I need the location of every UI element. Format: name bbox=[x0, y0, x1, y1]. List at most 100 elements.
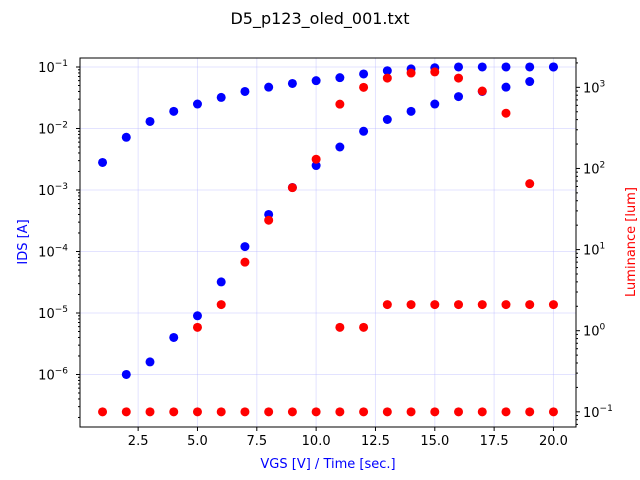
ids-point bbox=[311, 161, 321, 171]
luminance-point bbox=[240, 407, 250, 417]
ids-point bbox=[501, 82, 511, 92]
right-y-tick-label: 101 bbox=[583, 242, 605, 259]
luminance-point bbox=[335, 99, 345, 109]
luminance-point bbox=[311, 407, 321, 417]
left-y-tick-label: 10−6 bbox=[38, 366, 68, 383]
luminance-point bbox=[192, 322, 202, 332]
ids-point bbox=[169, 332, 179, 342]
x-tick-label: 5.0 bbox=[187, 434, 208, 449]
luminance-point bbox=[406, 68, 416, 78]
left-y-tick-label: 10−2 bbox=[38, 120, 68, 137]
luminance-point bbox=[525, 300, 535, 310]
right-y-tick-label: 100 bbox=[583, 323, 606, 340]
ids-point bbox=[216, 277, 226, 287]
luminance-point bbox=[477, 300, 487, 310]
luminance-point bbox=[406, 407, 416, 417]
luminance-point bbox=[454, 407, 464, 417]
luminance-point bbox=[501, 407, 511, 417]
luminance-point bbox=[548, 300, 558, 310]
luminance-point bbox=[240, 257, 250, 267]
luminance-point bbox=[359, 82, 369, 92]
ids-point bbox=[121, 132, 131, 142]
luminance-point bbox=[264, 407, 274, 417]
ids-point bbox=[525, 77, 535, 87]
ids-point bbox=[311, 76, 321, 86]
luminance-point bbox=[454, 73, 464, 83]
left-y-tick-label: 10−5 bbox=[38, 305, 68, 322]
ids-point bbox=[192, 99, 202, 109]
ids-point bbox=[335, 73, 345, 83]
ids-point bbox=[145, 357, 155, 367]
ids-point bbox=[192, 311, 202, 321]
luminance-point bbox=[287, 407, 297, 417]
luminance-point bbox=[454, 300, 464, 310]
x-tick-label: 10.0 bbox=[302, 434, 331, 449]
right-y-tick-label: 102 bbox=[583, 160, 605, 177]
luminance-point bbox=[287, 183, 297, 193]
luminance-point bbox=[335, 322, 345, 332]
luminance-point bbox=[192, 407, 202, 417]
x-tick-label: 7.5 bbox=[246, 434, 267, 449]
luminance-point bbox=[264, 215, 274, 225]
ids-point bbox=[382, 115, 392, 124]
luminance-point bbox=[525, 407, 535, 417]
luminance-point bbox=[430, 300, 440, 310]
ids-point bbox=[454, 92, 464, 102]
x-tick-label: 17.5 bbox=[480, 434, 509, 449]
luminance-point bbox=[335, 407, 345, 417]
left-y-axis-ticks: 10−6 10−5 10−4 10−3 10−2 10−1 bbox=[38, 59, 80, 418]
ids-point bbox=[121, 369, 131, 379]
luminance-point bbox=[430, 407, 440, 417]
left-y-tick-label: 10−3 bbox=[38, 182, 68, 199]
luminance-point bbox=[382, 300, 392, 310]
ids-point bbox=[240, 242, 250, 252]
ids-point bbox=[525, 62, 535, 72]
ids-point bbox=[335, 142, 345, 152]
left-y-tick-label: 10−1 bbox=[38, 59, 68, 76]
ids-point bbox=[240, 86, 250, 96]
ids-point bbox=[98, 157, 108, 167]
right-y-tick-label: 10−1 bbox=[583, 404, 613, 421]
data-points bbox=[98, 62, 558, 417]
luminance-point bbox=[98, 407, 108, 417]
ids-point bbox=[287, 78, 297, 88]
ids-point bbox=[454, 62, 464, 72]
ids-point bbox=[477, 62, 487, 72]
x-tick-label: 15.0 bbox=[420, 434, 449, 449]
x-tick-label: 20.0 bbox=[539, 434, 568, 449]
ids-point bbox=[359, 69, 369, 79]
left-y-tick-label: 10−4 bbox=[38, 243, 68, 260]
luminance-point bbox=[359, 322, 369, 332]
chart-title: D5_p123_oled_001.txt bbox=[230, 9, 409, 29]
ids-point bbox=[359, 126, 369, 136]
ids-point bbox=[264, 82, 274, 92]
luminance-point bbox=[501, 300, 511, 310]
luminance-point bbox=[169, 407, 179, 417]
luminance-point bbox=[477, 86, 487, 96]
luminance-point bbox=[525, 179, 535, 189]
plot-frame bbox=[79, 57, 577, 428]
luminance-point bbox=[145, 407, 155, 417]
grid bbox=[80, 58, 576, 427]
x-axis-label: VGS [V] / Time [sec.] bbox=[260, 457, 395, 472]
ids-point bbox=[406, 106, 416, 116]
ids-point bbox=[548, 62, 558, 72]
luminance-point bbox=[382, 73, 392, 83]
luminance-point bbox=[216, 300, 226, 310]
luminance-point bbox=[477, 407, 487, 417]
ids-point bbox=[382, 66, 392, 76]
right-y-axis-label: Luminance [lum] bbox=[624, 187, 639, 297]
luminance-point bbox=[501, 108, 511, 118]
right-y-tick-label: 103 bbox=[583, 79, 605, 96]
luminance-point bbox=[359, 407, 369, 417]
luminance-point bbox=[430, 67, 440, 77]
right-y-axis-ticks: 10−1 100 101 102 103 bbox=[576, 62, 613, 425]
x-tick-label: 2.5 bbox=[128, 434, 149, 449]
luminance-point bbox=[216, 407, 226, 417]
luminance-point bbox=[382, 407, 392, 417]
left-y-axis-label: IDS [A] bbox=[16, 219, 31, 264]
ids-point bbox=[169, 106, 179, 116]
luminance-point bbox=[548, 407, 558, 417]
ids-point bbox=[216, 92, 226, 102]
